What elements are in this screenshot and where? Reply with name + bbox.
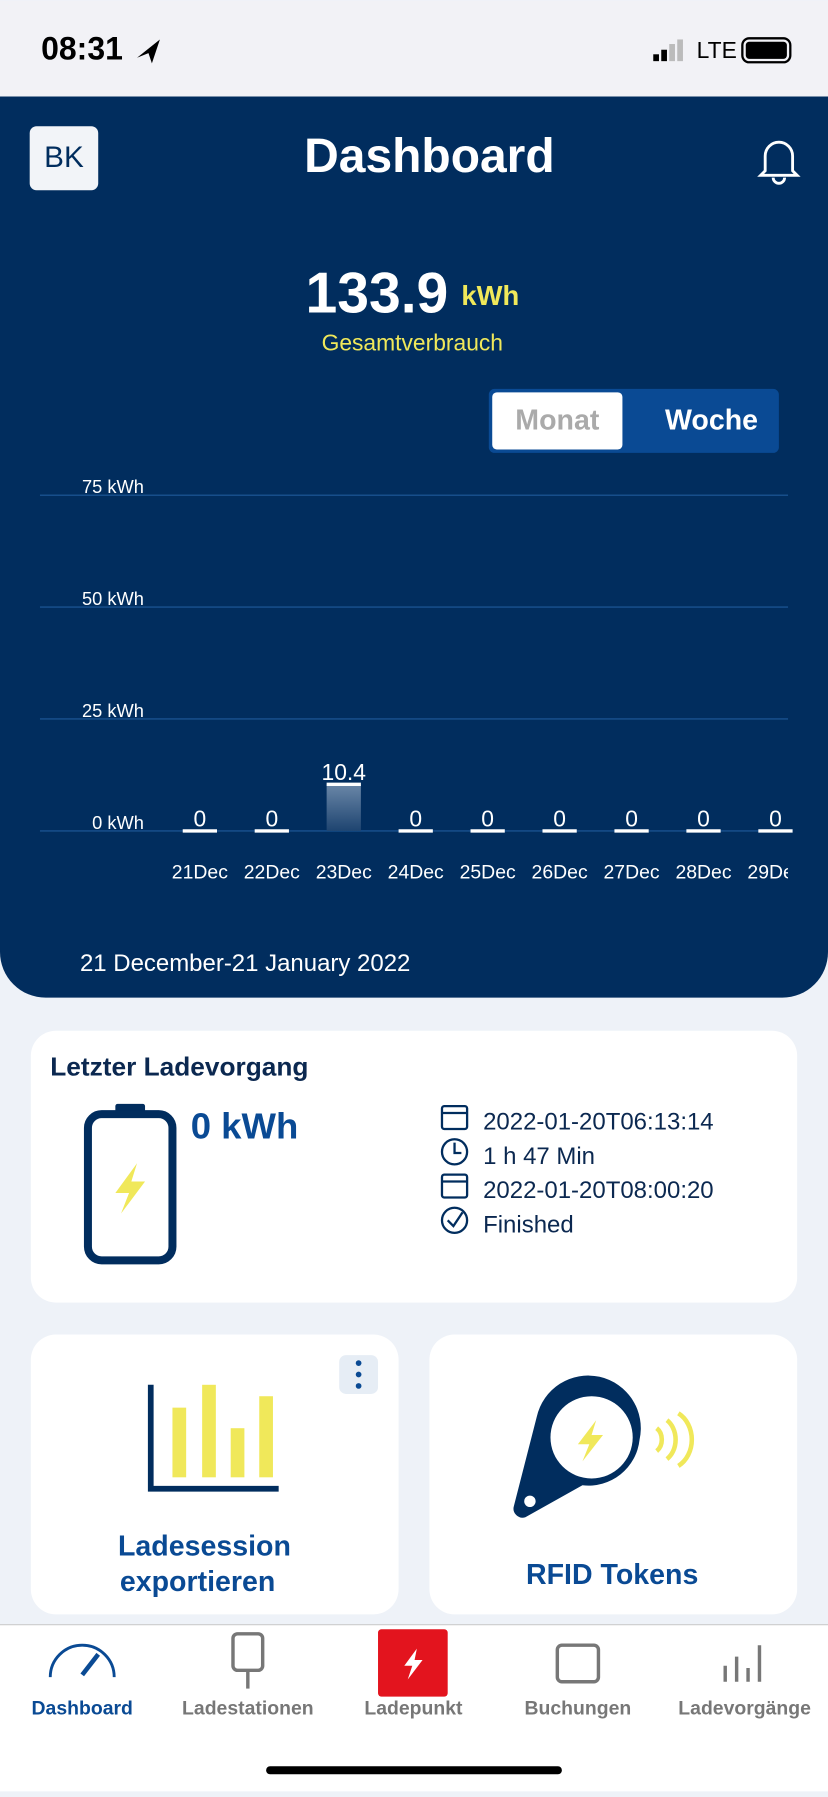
- duration: 1 h 47 Min: [483, 1143, 595, 1170]
- battery-body: [83, 1110, 177, 1265]
- bolt: [577, 1420, 604, 1462]
- status: Finished: [483, 1211, 574, 1238]
- bolt: [115, 1163, 146, 1214]
- rfid-waves: [655, 1411, 695, 1468]
- nav-label[interactable]: Ladepunkt: [364, 1697, 463, 1719]
- y-tick-label: 50 kWh: [82, 588, 144, 609]
- status-bar: [0, 0, 828, 97]
- location-icon: [137, 39, 160, 64]
- card-title: Letzter Ladevorgang: [50, 1051, 308, 1081]
- network: LTE: [697, 37, 737, 63]
- battery-level: [745, 41, 787, 59]
- toggle-monat[interactable]: [492, 392, 623, 450]
- date-range: 21 December-21 January 2022: [80, 950, 410, 977]
- home-indicator: [266, 1766, 562, 1775]
- rfid-hole: [524, 1495, 536, 1508]
- value-label: 0: [194, 806, 207, 832]
- x-tick-label: 25Dec: [460, 861, 516, 883]
- x-tick-label: 29Dec: [747, 861, 803, 883]
- battery: [741, 37, 792, 64]
- x-labels: 21Dec 22Dec 23Dec 24Dec 25Dec 26Dec 27Dec 28Dec…: [172, 861, 803, 883]
- avatar[interactable]: [29, 126, 99, 191]
- nav-icon: [48, 1643, 116, 1678]
- value-label: 10.4: [322, 759, 367, 785]
- bell-icon[interactable]: [757, 140, 801, 185]
- end-time: 2022-01-20T08:00:20: [483, 1177, 714, 1204]
- nav-icon: [404, 1648, 423, 1680]
- export-bars: [172, 1384, 273, 1478]
- nav-label[interactable]: Dashboard: [32, 1697, 133, 1719]
- value-label: 0: [409, 806, 422, 832]
- toggle-label[interactable]: Woche: [665, 405, 758, 437]
- title: Dashboard: [304, 130, 554, 183]
- total-unit: kWh: [461, 280, 519, 311]
- y-tick-label: 75 kWh: [82, 476, 144, 497]
- value-label: 0: [625, 806, 638, 832]
- x-tick-label: 28Dec: [675, 861, 731, 883]
- x-tick-label: 23Dec: [316, 861, 372, 883]
- export-axes: [147, 1384, 279, 1492]
- toggle-label: Monat: [515, 405, 600, 437]
- value-label: 0: [769, 806, 782, 832]
- info-icons: [440, 1104, 469, 1235]
- avatar-initials: BK: [44, 141, 84, 174]
- y-tick-label: 25 kWh: [82, 700, 144, 721]
- x-tick-label: 22Dec: [244, 861, 300, 883]
- tile-label: Ladesession: [118, 1531, 291, 1563]
- nav-icon: [555, 1643, 601, 1684]
- header-panel: [0, 96, 828, 998]
- y-tick-label: 0 kWh: [92, 812, 144, 833]
- value-label: 0: [265, 806, 278, 832]
- value-label: 0: [481, 806, 494, 832]
- x-tick-label: 24Dec: [388, 861, 444, 883]
- tile-label: exportieren: [120, 1566, 275, 1598]
- menu-dots: [355, 1360, 362, 1389]
- total-label: Gesamtverbrauch: [322, 329, 503, 355]
- time: 08:31: [41, 30, 123, 66]
- x-tick-label: 27Dec: [604, 861, 660, 883]
- tile-label: RFID Tokens: [526, 1559, 698, 1591]
- x-tick-label: 26Dec: [532, 861, 588, 883]
- signal: [653, 39, 683, 62]
- nav-label[interactable]: Buchungen: [525, 1697, 632, 1719]
- bar: [326, 784, 361, 831]
- total-value: 133.9: [305, 262, 448, 326]
- nav-icon: [723, 1645, 762, 1682]
- nav-label[interactable]: Ladestationen: [182, 1697, 314, 1719]
- value-label: 0: [553, 806, 566, 832]
- chart: 0 kWh 25 kWh 50 kWh 75 kWh 21Dec 22Dec 23Dec 24…: [39, 476, 803, 883]
- last-charge-card: [30, 1030, 798, 1303]
- start-time: 2022-01-20T06:13:14: [483, 1109, 714, 1136]
- nav-icon: [80, 1652, 101, 1677]
- x-tick-label: 21Dec: [172, 861, 228, 883]
- energy: 0 kWh: [191, 1106, 299, 1147]
- nav-label[interactable]: Ladevorgänge: [678, 1697, 811, 1719]
- value-label: 0: [697, 806, 710, 832]
